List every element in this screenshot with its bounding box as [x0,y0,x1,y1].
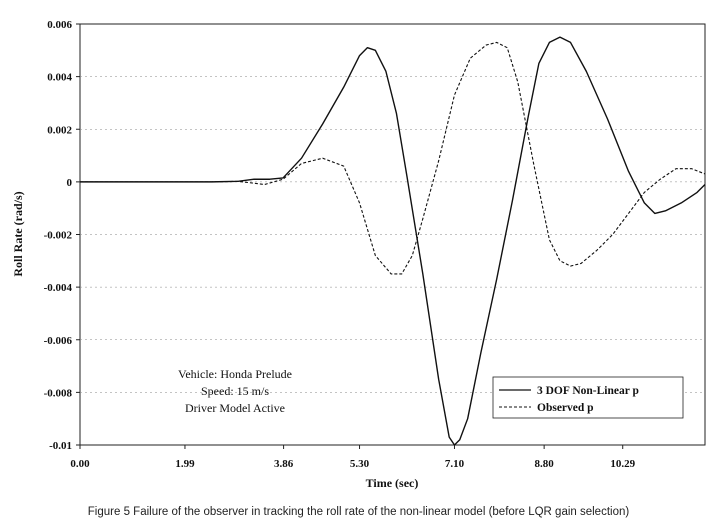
x-tick-label: 3.86 [274,458,294,470]
y-axis-title: Roll Rate (rad/s) [11,191,25,276]
y-tick-labels: 0.006 0.004 0.002 0 -0.002 -0.004 -0.006 -0.008… [44,19,73,452]
series-line-nonlinear [80,36,706,446]
y-tick-label: -0.006 [44,335,73,347]
x-tick-label: 10.29 [610,458,635,470]
legend-box [492,376,684,419]
x-axis-title: Time (sec) [366,476,419,490]
figure-caption: Figure 5 Failure of the observer in trac… [87,506,630,518]
x-tick-label: 0.00 [70,458,90,470]
y-tick-label: -0.01 [49,440,72,452]
legend-label-nonlinear: 3 DOF Non-Linear p [537,385,639,397]
series-lines [80,36,706,446]
x-tick-label: 8.80 [535,458,555,470]
annotation-line-driver: Driver Model Active [185,401,285,415]
y-tick-label: 0.002 [47,124,72,136]
y-tick-label: -0.008 [44,387,73,399]
x-tick-label: 1.99 [175,458,195,470]
legend: 3 DOF Non-Linear p Observed p [492,376,684,419]
x-tick-labels: 0.00 1.99 3.86 5.30 7.10 8.80 10.29 [70,458,635,470]
y-tick-label: 0 [67,177,73,189]
series-line-observed [80,41,706,275]
x-tick-label: 7.10 [445,458,465,470]
y-tick-label: 0.004 [47,72,72,84]
annotation-line-speed: Speed: 15 m/s [201,384,269,398]
y-tick-label: -0.004 [44,282,73,294]
annotation-line-vehicle: Vehicle: Honda Prelude [178,367,292,381]
legend-label-observed: Observed p [537,402,594,414]
y-tick-label: -0.002 [44,230,73,242]
x-tick-label: 5.30 [350,458,370,470]
y-tick-label: 0.006 [47,19,72,31]
